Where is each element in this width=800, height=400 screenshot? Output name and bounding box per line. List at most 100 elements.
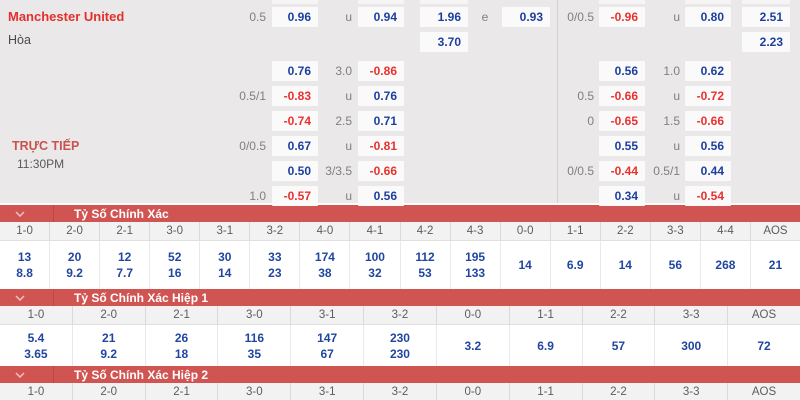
odds-value[interactable]: 0.76 <box>272 61 318 81</box>
column-divider <box>557 0 558 203</box>
odds-value[interactable]: 0.62 <box>685 61 731 81</box>
section-header-bar[interactable]: Tỷ Số Chính Xác Hiệp 2 <box>0 366 800 383</box>
odds-value[interactable]: 3.70 <box>420 32 468 52</box>
score-odds-cell[interactable]: 300 <box>654 325 727 366</box>
mid-label: 3/3.5 <box>325 164 352 178</box>
odds-value[interactable]: -0.66 <box>358 161 404 181</box>
odds-value[interactable]: 0.94 <box>358 7 404 27</box>
section-title: Tỷ Số Chính Xác Hiệp 2 <box>74 367 209 382</box>
odds-value[interactable]: -0.86 <box>358 61 404 81</box>
odds-value[interactable]: 0.50 <box>272 161 318 181</box>
score-odds-cell[interactable]: 30 14 <box>199 241 249 289</box>
odds-value[interactable]: 0.80 <box>685 7 731 27</box>
score-column-header: 0-0 <box>499 222 550 240</box>
score-odds-cell[interactable]: 56 <box>649 241 700 289</box>
score-column-header: 0-0 <box>435 306 509 324</box>
score-columns-row: 1-0 2-0 2-1 3-0 3-1 3-2 0-0 1-1 2-2 3-3 AOS <box>0 306 800 325</box>
mid-label: 3.0 <box>335 64 352 78</box>
score-odds-cell[interactable]: 3.2 <box>435 325 509 366</box>
odds-value[interactable]: -0.54 <box>685 186 731 206</box>
score-single-value: 3.2 <box>464 338 482 353</box>
score-single-value: 6.9 <box>537 338 554 353</box>
odds-value[interactable]: -0.65 <box>599 111 645 131</box>
score-top-value: 116 <box>244 330 265 345</box>
odds-value[interactable]: -0.66 <box>685 111 731 131</box>
score-top-value: 30 <box>218 250 232 264</box>
score-odds-cell[interactable]: 147 67 <box>290 325 363 366</box>
score-bottom-value: 23 <box>268 266 282 280</box>
section-header-bar[interactable]: Tỷ Số Chính Xác <box>0 205 800 222</box>
score-odds-cell[interactable]: 268 <box>699 241 750 289</box>
odds-value[interactable]: 0.55 <box>599 136 645 156</box>
score-odds-cell[interactable]: 100 32 <box>349 241 399 289</box>
score-odds-cell[interactable]: 21 <box>749 241 800 289</box>
odds-value[interactable]: -0.57 <box>272 186 318 206</box>
score-top-value: 5.4 <box>27 330 45 345</box>
odds-value[interactable]: 0.34 <box>599 186 645 206</box>
section-title: Tỷ Số Chính Xác <box>74 206 169 221</box>
score-odds-cell[interactable]: 57 <box>581 325 655 366</box>
score-odds-cell[interactable]: 230 230 <box>363 325 436 366</box>
score-odds-cell[interactable]: 112 53 <box>399 241 450 289</box>
odds-value[interactable]: -0.72 <box>685 86 731 106</box>
odds-value[interactable]: -0.81 <box>358 136 404 156</box>
score-column-header: 1-0 <box>27 309 45 321</box>
odds-value[interactable]: -0.83 <box>272 86 318 106</box>
hdp-label: 0 <box>587 114 594 128</box>
score-odds-cell[interactable]: 13 8.8 <box>0 241 49 289</box>
score-odds-cell[interactable]: 6.9 <box>549 241 600 289</box>
score-odds-cell[interactable]: 5.4 3.65 <box>0 325 72 366</box>
odds-value[interactable]: 0.44 <box>685 161 731 181</box>
score-bottom-value: 230 <box>389 346 410 361</box>
collapse-toggle[interactable] <box>0 205 54 222</box>
odds-value[interactable]: 0.56 <box>599 61 645 81</box>
odds-value[interactable]: 0.56 <box>358 186 404 206</box>
odds-value[interactable]: -0.74 <box>272 111 318 131</box>
odds-value[interactable]: 1.96 <box>420 7 468 27</box>
score-odds-cell[interactable]: 26 18 <box>144 325 218 366</box>
score-single-value: 57 <box>611 338 626 353</box>
score-column-header: 3-1 <box>290 383 363 400</box>
score-odds-cell[interactable]: 14 <box>599 241 650 289</box>
odds-value[interactable]: -0.66 <box>599 86 645 106</box>
score-bottom-value: 8.8 <box>16 266 33 280</box>
score-column-header: 3-3 <box>654 306 727 324</box>
hdp-label: 0/0.5 <box>567 164 594 178</box>
score-columns-row: 1-0 2-0 2-1 3-0 3-1 3-2 0-0 1-1 2-2 3-3 AOS <box>0 383 800 400</box>
collapse-toggle[interactable] <box>0 289 54 306</box>
score-bottom-value: 67 <box>320 346 334 361</box>
score-column-header: 1-1 <box>508 306 582 324</box>
odds-value[interactable]: 2.51 <box>742 7 790 27</box>
score-bottom-value: 53 <box>418 266 432 280</box>
odds-value[interactable]: 0.76 <box>358 86 404 106</box>
odds-value[interactable]: -0.96 <box>599 7 645 27</box>
score-odds-cell[interactable]: 12 7.7 <box>99 241 149 289</box>
section-header-bar[interactable]: Tỷ Số Chính Xác Hiệp 1 <box>0 289 800 306</box>
score-column-header: 2-1 <box>144 306 218 324</box>
score-odds-cell[interactable]: 116 35 <box>217 325 290 366</box>
score-odds-cell[interactable]: 174 38 <box>299 241 349 289</box>
mid-label: u <box>345 10 352 24</box>
odds-value[interactable]: 0.56 <box>685 136 731 156</box>
odds-value[interactable]: 0.93 <box>502 7 550 27</box>
collapse-toggle[interactable] <box>0 366 54 383</box>
score-odds-cell[interactable]: 52 16 <box>149 241 199 289</box>
mid-label: u <box>345 189 352 203</box>
score-odds-cell[interactable]: 21 9.2 <box>71 325 145 366</box>
score-odds-cell[interactable]: 6.9 <box>508 325 582 366</box>
odds-value[interactable]: -0.44 <box>599 161 645 181</box>
odds-value[interactable]: 0.71 <box>358 111 404 131</box>
odds-value[interactable]: 0.96 <box>272 7 318 27</box>
score-column-header: 2-2 <box>581 306 655 324</box>
score-odds-cell[interactable]: 72 <box>727 325 800 366</box>
score-odds-cell[interactable]: 20 9.2 <box>49 241 99 289</box>
odds-value[interactable]: 2.23 <box>742 32 790 52</box>
score-column-header: 4-3 <box>449 222 500 240</box>
odds-value[interactable]: 0.67 <box>272 136 318 156</box>
score-odds-cell[interactable]: 195 133 <box>449 241 500 289</box>
score-column-header: 4-2 <box>399 222 450 240</box>
score-odds-cell[interactable]: 33 23 <box>249 241 299 289</box>
match-time: 11:30PM <box>17 157 65 171</box>
score-column-header: 3-1 <box>199 222 249 240</box>
score-odds-cell[interactable]: 14 <box>499 241 550 289</box>
